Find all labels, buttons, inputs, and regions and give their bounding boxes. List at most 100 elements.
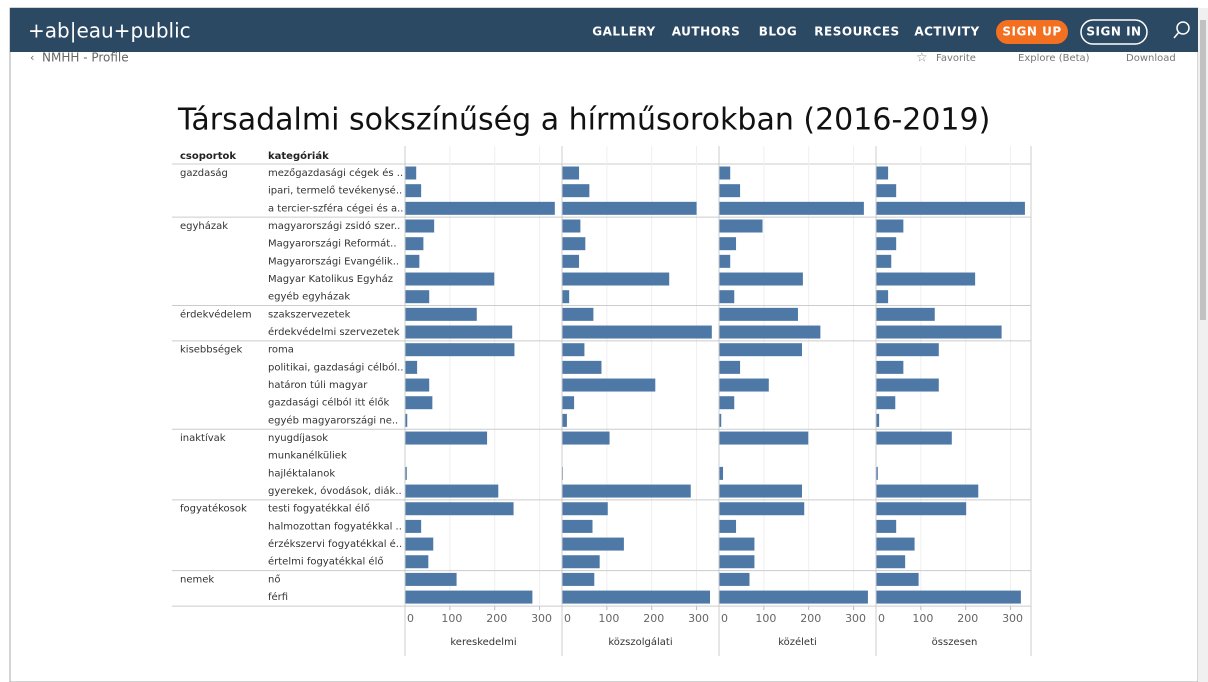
- logo[interactable]: +ab|eau+public: [28, 19, 191, 43]
- bar: [562, 537, 624, 551]
- nav-item[interactable]: BLOG: [759, 25, 797, 39]
- search-icon-handle: [1173, 31, 1180, 39]
- bar: [876, 290, 889, 304]
- bar: [562, 201, 697, 215]
- bar: [405, 184, 422, 198]
- bar: [719, 254, 731, 268]
- group-label: inaktívak: [180, 432, 226, 444]
- nav-item[interactable]: GALLERY: [592, 25, 655, 39]
- bar: [562, 555, 600, 569]
- bar: [719, 466, 724, 480]
- bar: [876, 272, 976, 286]
- bar: [719, 484, 802, 498]
- group-label: érdekvédelem: [180, 308, 252, 320]
- sign-up-button[interactable]: [996, 20, 1068, 44]
- sign-in-label[interactable]: SIGN IN: [1086, 25, 1141, 39]
- bar: [405, 519, 422, 533]
- sign-up-label[interactable]: SIGN UP: [1002, 25, 1061, 39]
- bar: [719, 184, 741, 198]
- bar: [719, 237, 737, 251]
- bar: [562, 590, 711, 604]
- bar: [405, 555, 429, 569]
- bar: [876, 184, 897, 198]
- bar: [876, 396, 896, 410]
- bar: [562, 484, 691, 498]
- panel-label: közszolgálati: [608, 636, 672, 648]
- bar: [405, 219, 435, 233]
- bar: [562, 572, 595, 586]
- group-label: fogyatékosok: [180, 503, 247, 515]
- bar: [876, 431, 952, 445]
- bar: [405, 272, 495, 286]
- bar: [562, 237, 586, 251]
- download[interactable]: Download: [1126, 53, 1176, 64]
- category-label: egyéb magyarországi ne..: [268, 414, 398, 426]
- x-tick-label: 100: [441, 612, 462, 625]
- bar: [405, 431, 488, 445]
- x-tick-label: 300: [688, 612, 709, 625]
- bar: [876, 360, 904, 374]
- bar: [405, 325, 513, 339]
- bar: [719, 325, 821, 339]
- scroll-thumb[interactable]: [1200, 20, 1206, 320]
- nav-item[interactable]: AUTHORS: [672, 25, 740, 39]
- category-label: munkanélküliek: [268, 450, 347, 462]
- bar: [405, 396, 433, 410]
- x-tick-label: 200: [800, 612, 821, 625]
- back-arrow[interactable]: ‹: [30, 51, 34, 64]
- bar: [562, 431, 610, 445]
- bar: [876, 502, 967, 516]
- nav-item[interactable]: ACTIVITY: [914, 25, 979, 39]
- bar: [719, 502, 805, 516]
- category-label: hajléktalanok: [268, 467, 335, 479]
- bar: [405, 343, 515, 357]
- bar: [876, 325, 1002, 339]
- bar: [562, 272, 670, 286]
- bar: [405, 484, 499, 498]
- sign-in-button[interactable]: [1080, 19, 1148, 45]
- bar: [719, 590, 868, 604]
- breadcrumb[interactable]: NMHH - Profile: [42, 51, 129, 65]
- bar: [719, 519, 737, 533]
- bar: [876, 254, 892, 268]
- bar: [405, 378, 430, 392]
- category-label: roma: [268, 345, 294, 356]
- x-tick-label: 0: [407, 612, 414, 625]
- bar: [876, 484, 979, 498]
- category-label: Magyarországi Reformát..: [268, 238, 397, 250]
- bar: [405, 590, 533, 604]
- bar: [562, 254, 580, 268]
- category-label: nő: [268, 573, 280, 585]
- bar: [405, 237, 424, 251]
- bar: [719, 572, 750, 586]
- x-tick-label: 100: [598, 612, 619, 625]
- category-label: gazdasági célból itt élők: [268, 397, 390, 409]
- bar: [405, 201, 555, 215]
- nav-item[interactable]: RESOURCES: [814, 25, 899, 39]
- category-label: magyarországi zsidó szer..: [268, 220, 400, 232]
- search-icon[interactable]: [1176, 21, 1190, 35]
- bar: [876, 466, 878, 480]
- favorite[interactable]: Favorite: [936, 53, 976, 64]
- explore[interactable]: Explore (Beta): [1018, 53, 1090, 64]
- bar: [562, 290, 570, 304]
- bar: [719, 360, 741, 374]
- bar: [405, 413, 408, 427]
- bar: [719, 290, 735, 304]
- category-label: érdekvédelmi szervezetek: [268, 326, 400, 338]
- bar: [405, 502, 514, 516]
- bar: [405, 537, 434, 551]
- category-label: szakszervezetek: [268, 309, 351, 320]
- bar: [562, 413, 567, 427]
- group-header: csoportok: [180, 151, 236, 162]
- bar: [562, 184, 590, 198]
- bar: [876, 219, 904, 233]
- x-tick-label: 300: [1002, 612, 1023, 625]
- category-label: gyerekek, óvodások, diák..: [268, 485, 402, 497]
- bar: [719, 272, 803, 286]
- x-tick-label: 0: [878, 612, 885, 625]
- bar: [876, 166, 889, 180]
- bar: [719, 307, 798, 321]
- bar: [719, 219, 763, 233]
